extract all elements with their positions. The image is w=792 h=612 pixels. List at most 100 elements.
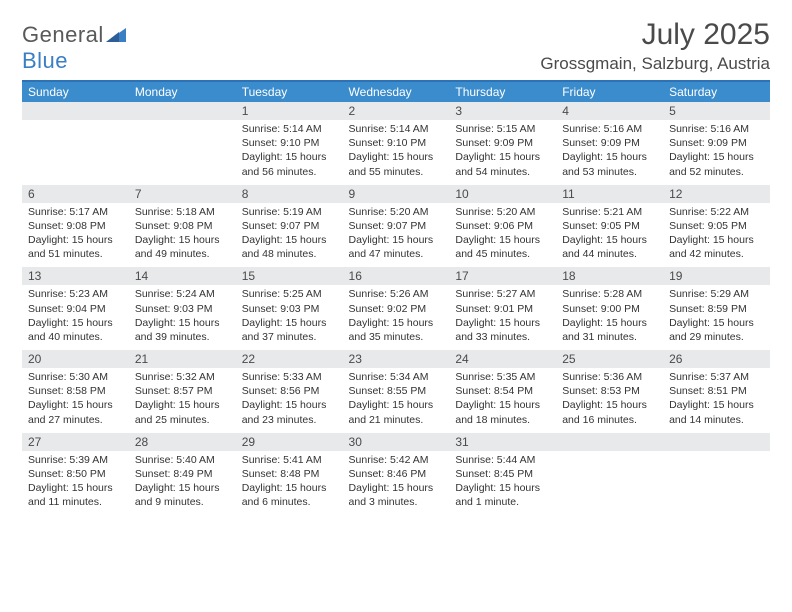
day-details bbox=[663, 451, 770, 509]
calendar-day-cell: 21Sunrise: 5:32 AMSunset: 8:57 PMDayligh… bbox=[129, 350, 236, 433]
sunset-line: Sunset: 8:56 PM bbox=[242, 385, 320, 397]
day-number: 24 bbox=[449, 350, 556, 368]
calendar-day-cell: 18Sunrise: 5:28 AMSunset: 9:00 PMDayligh… bbox=[556, 267, 663, 350]
sunrise-line: Sunrise: 5:36 AM bbox=[562, 371, 642, 383]
sunrise-line: Sunrise: 5:41 AM bbox=[242, 454, 322, 466]
day-number: 7 bbox=[129, 185, 236, 203]
calendar-day-cell: 29 Sunrise: 5:41 AM Sunset: 8:48 PM Dayligh… bbox=[236, 433, 343, 516]
weekday-header: Wednesday bbox=[343, 82, 450, 102]
sunset-line: Sunset: 9:04 PM bbox=[28, 303, 106, 315]
sunrise-line: Sunrise: 5:35 AM bbox=[455, 371, 535, 383]
day-number: 31 bbox=[449, 433, 556, 451]
day-details: Sunrise: 5:17 AMSunset: 9:08 PMDaylight:… bbox=[22, 203, 129, 268]
daylight-line: Daylight: 15 hours and 54 minutes. bbox=[455, 151, 540, 177]
sunset-line: Sunset: 8:55 PM bbox=[349, 385, 427, 397]
day-number bbox=[22, 102, 129, 120]
calendar-day-cell: 6Sunrise: 5:17 AMSunset: 9:08 PMDaylight… bbox=[22, 185, 129, 268]
weekday-header: Monday bbox=[129, 82, 236, 102]
calendar-body: 1Sunrise: 5:14 AMSunset: 9:10 PMDaylight… bbox=[22, 102, 770, 515]
brand-text: General Blue bbox=[22, 22, 126, 74]
day-number: 18 bbox=[556, 267, 663, 285]
day-number: 20 bbox=[22, 350, 129, 368]
day-details: Sunrise: 5:20 AMSunset: 9:07 PMDaylight:… bbox=[343, 203, 450, 268]
sunset-line: Sunset: 9:06 PM bbox=[455, 220, 533, 232]
calendar-day-cell: 23Sunrise: 5:34 AMSunset: 8:55 PMDayligh… bbox=[343, 350, 450, 433]
sunrise-line: Sunrise: 5:20 AM bbox=[455, 206, 535, 218]
day-details: Sunrise: 5:28 AMSunset: 9:00 PMDaylight:… bbox=[556, 285, 663, 350]
daylight-line: Daylight: 15 hours and 6 minutes. bbox=[242, 482, 327, 508]
day-number: 29 bbox=[236, 433, 343, 451]
day-details: Sunrise: 5:23 AMSunset: 9:04 PMDaylight:… bbox=[22, 285, 129, 350]
day-details: Sunrise: 5:41 AM Sunset: 8:48 PM Daylight:… bbox=[236, 451, 343, 516]
sunset-line: Sunset: 9:01 PM bbox=[455, 303, 533, 315]
weekday-header: Sunday bbox=[22, 82, 129, 102]
sunrise-line: Sunrise: 5:28 AM bbox=[562, 288, 642, 300]
daylight-line: Daylight: 15 hours and 35 minutes. bbox=[349, 317, 434, 343]
day-number: 17 bbox=[449, 267, 556, 285]
sunset-line: Sunset: 8:49 PM bbox=[135, 468, 213, 480]
calendar-week-row: 6Sunrise: 5:17 AMSunset: 9:08 PMDaylight… bbox=[22, 185, 770, 268]
day-number bbox=[663, 433, 770, 451]
day-number: 14 bbox=[129, 267, 236, 285]
sunset-line: Sunset: 9:08 PM bbox=[28, 220, 106, 232]
sunrise-line: Sunrise: 5:23 AM bbox=[28, 288, 108, 300]
daylight-line: Daylight: 15 hours and 14 minutes. bbox=[669, 399, 754, 425]
sunrise-line: Sunrise: 5:30 AM bbox=[28, 371, 108, 383]
sunrise-line: Sunrise: 5:16 AM bbox=[562, 123, 642, 135]
daylight-line: Daylight: 15 hours and 53 minutes. bbox=[562, 151, 647, 177]
daylight-line: Daylight: 15 hours and 11 minutes. bbox=[28, 482, 113, 508]
calendar-empty-cell bbox=[22, 102, 129, 185]
daylight-line: Daylight: 15 hours and 45 minutes. bbox=[455, 234, 540, 260]
sunrise-line: Sunrise: 5:16 AM bbox=[669, 123, 749, 135]
daylight-line: Daylight: 15 hours and 9 minutes. bbox=[135, 482, 220, 508]
sunset-line: Sunset: 9:03 PM bbox=[135, 303, 213, 315]
sunset-line: Sunset: 9:05 PM bbox=[562, 220, 640, 232]
day-number: 21 bbox=[129, 350, 236, 368]
day-details: Sunrise: 5:19 AMSunset: 9:07 PMDaylight:… bbox=[236, 203, 343, 268]
day-number: 16 bbox=[343, 267, 450, 285]
daylight-line: Daylight: 15 hours and 16 minutes. bbox=[562, 399, 647, 425]
sunrise-line: Sunrise: 5:39 AM bbox=[28, 454, 108, 466]
calendar-table: SundayMondayTuesdayWednesdayThursdayFrid… bbox=[22, 82, 770, 515]
day-number: 19 bbox=[663, 267, 770, 285]
day-number: 28 bbox=[129, 433, 236, 451]
day-details: Sunrise: 5:18 AMSunset: 9:08 PMDaylight:… bbox=[129, 203, 236, 268]
weekday-header: Saturday bbox=[663, 82, 770, 102]
calendar-day-cell: 14 Sunrise: 5:24 AM Sunset: 9:03 PM Dayligh… bbox=[129, 267, 236, 350]
daylight-line: Daylight: 15 hours and 18 minutes. bbox=[455, 399, 540, 425]
sunrise-line: Sunrise: 5:24 AM bbox=[135, 288, 215, 300]
calendar-week-row: 20Sunrise: 5:30 AMSunset: 8:58 PMDayligh… bbox=[22, 350, 770, 433]
calendar-day-cell: 27Sunrise: 5:39 AMSunset: 8:50 PMDayligh… bbox=[22, 433, 129, 516]
daylight-line: Daylight: 15 hours and 29 minutes. bbox=[669, 317, 754, 343]
daylight-line: Daylight: 15 hours and 37 minutes. bbox=[242, 317, 327, 343]
calendar-day-cell: 4Sunrise: 5:16 AMSunset: 9:09 PMDaylight… bbox=[556, 102, 663, 185]
sunrise-line: Sunrise: 5:44 AM bbox=[455, 454, 535, 466]
location-subtitle: Grossgmain, Salzburg, Austria bbox=[540, 54, 770, 74]
day-details bbox=[129, 120, 236, 178]
sunset-line: Sunset: 9:05 PM bbox=[669, 220, 747, 232]
day-details: Sunrise: 5:16 AMSunset: 9:09 PMDaylight:… bbox=[556, 120, 663, 185]
day-details: Sunrise: 5:30 AMSunset: 8:58 PMDaylight:… bbox=[22, 368, 129, 433]
calendar-day-cell: 10Sunrise: 5:20 AMSunset: 9:06 PMDayligh… bbox=[449, 185, 556, 268]
day-details: Sunrise: 5:27 AMSunset: 9:01 PMDaylight:… bbox=[449, 285, 556, 350]
day-number: 1 bbox=[236, 102, 343, 120]
daylight-line: Daylight: 15 hours and 27 minutes. bbox=[28, 399, 113, 425]
sunset-line: Sunset: 8:48 PM bbox=[242, 468, 320, 480]
sunset-line: Sunset: 8:46 PM bbox=[349, 468, 427, 480]
day-number: 26 bbox=[663, 350, 770, 368]
daylight-line: Daylight: 15 hours and 39 minutes. bbox=[135, 317, 220, 343]
day-details: Sunrise: 5:35 AMSunset: 8:54 PMDaylight:… bbox=[449, 368, 556, 433]
sunrise-line: Sunrise: 5:29 AM bbox=[669, 288, 749, 300]
day-details: Sunrise: 5:24 AM Sunset: 9:03 PM Daylight:… bbox=[129, 285, 236, 350]
title-block: July 2025 Grossgmain, Salzburg, Austria bbox=[540, 18, 770, 74]
daylight-line: Daylight: 15 hours and 23 minutes. bbox=[242, 399, 327, 425]
day-details: Sunrise: 5:44 AMSunset: 8:45 PMDaylight:… bbox=[449, 451, 556, 516]
daylight-line: Daylight: 15 hours and 25 minutes. bbox=[135, 399, 220, 425]
day-details: Sunrise: 5:29 AMSunset: 8:59 PMDaylight:… bbox=[663, 285, 770, 350]
calendar-header: SundayMondayTuesdayWednesdayThursdayFrid… bbox=[22, 82, 770, 102]
day-details: Sunrise: 5:36 AMSunset: 8:53 PMDaylight:… bbox=[556, 368, 663, 433]
calendar-day-cell: 20Sunrise: 5:30 AMSunset: 8:58 PMDayligh… bbox=[22, 350, 129, 433]
sunset-line: Sunset: 9:07 PM bbox=[242, 220, 320, 232]
sunset-line: Sunset: 8:45 PM bbox=[455, 468, 533, 480]
day-number: 25 bbox=[556, 350, 663, 368]
